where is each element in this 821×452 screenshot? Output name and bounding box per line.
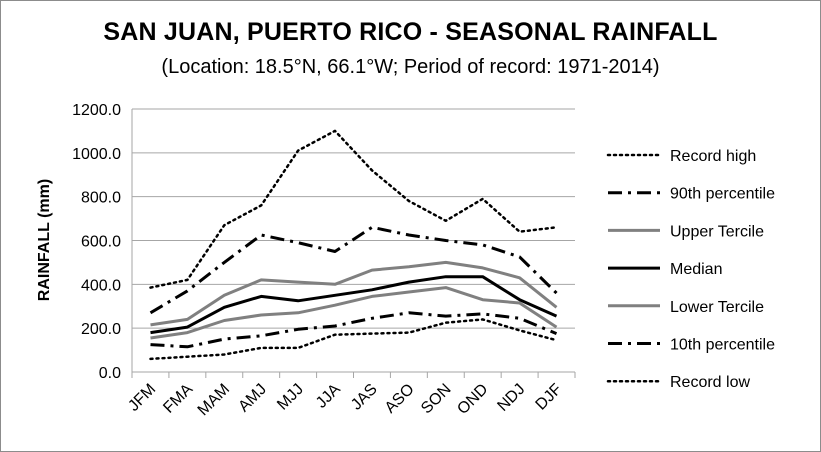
series-line-1 <box>149 129 558 289</box>
series-line-3 <box>150 260 558 327</box>
grid-lines <box>131 108 576 378</box>
series-line-7 <box>149 318 558 361</box>
x-tick-label: DJF <box>533 381 566 414</box>
x-tick-label: SON <box>418 381 455 418</box>
legend-label: 90th percentile <box>670 186 775 203</box>
y-tick-label: 1200.0 <box>72 102 121 119</box>
legend: Record high 90th percentile Upper Tercile M… <box>606 148 775 391</box>
y-axis-label: RAINFALL (mm) <box>36 179 53 301</box>
x-tick-label: OND <box>454 381 491 418</box>
x-tick-label: ASO <box>382 381 418 417</box>
x-tick-label: JFM <box>125 381 159 415</box>
y-tick-label: 0.0 <box>99 365 121 382</box>
y-axis-ticks: 0.0 200.0 400.0 600.0 800.0 1000.0 1200.0 <box>72 102 121 382</box>
chart-subtitle: (Location: 18.5°N, 66.1°W; Period of rec… <box>161 56 660 78</box>
legend-label: Upper Tercile <box>670 223 764 240</box>
x-tick-label: FMA <box>160 381 196 417</box>
x-tick-label: MAM <box>195 381 233 419</box>
series-line-6 <box>150 311 558 349</box>
y-tick-label: 200.0 <box>81 321 121 338</box>
chart-title: SAN JUAN, PUERTO RICO - SEASONAL RAINFAL… <box>103 18 718 46</box>
y-tick-label: 600.0 <box>81 234 121 251</box>
legend-label: 10th percentile <box>670 337 775 354</box>
x-tick-label: JJA <box>313 381 344 412</box>
legend-label: Median <box>670 261 722 278</box>
series-lines <box>149 129 558 361</box>
x-tick-label: JAS <box>348 381 381 414</box>
legend-label: Lower Tercile <box>670 299 764 316</box>
legend-label: Record high <box>670 148 756 165</box>
y-tick-label: 1000.0 <box>72 146 121 163</box>
series-line-5 <box>150 286 558 340</box>
series-line-2 <box>149 225 558 315</box>
legend-label: Record low <box>670 374 750 391</box>
series-line-4 <box>150 275 558 335</box>
y-tick-label: 400.0 <box>81 277 121 294</box>
y-tick-label: 800.0 <box>81 190 121 207</box>
x-tick-label: NDJ <box>494 381 528 415</box>
x-tick-label: AMJ <box>235 381 270 416</box>
x-tick-label: MJJ <box>274 381 307 414</box>
